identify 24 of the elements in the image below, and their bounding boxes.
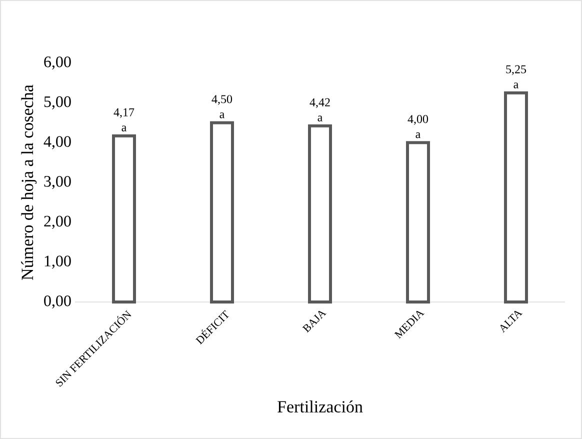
- x-axis-title: Fertilización: [278, 400, 363, 413]
- data-label: 4,17: [114, 108, 134, 118]
- y-tick-label: 2,00: [44, 216, 71, 229]
- data-label: 4,50: [212, 95, 232, 105]
- bar: [406, 141, 430, 304]
- annotation: a: [416, 132, 420, 138]
- annotation: a: [318, 116, 322, 122]
- y-tick-label: 4,00: [44, 136, 71, 150]
- annotation: a: [514, 82, 518, 88]
- data-label: 4,00: [408, 115, 428, 125]
- bar: [112, 134, 136, 304]
- bar: [210, 121, 234, 304]
- data-label: 5,25: [506, 65, 526, 76]
- y-tick-label: 6,00: [44, 56, 71, 70]
- annotation: a: [122, 126, 126, 132]
- y-tick-label: 3,00: [44, 176, 71, 190]
- annotation: a: [220, 112, 224, 118]
- bar: [308, 124, 332, 304]
- y-axis-title: Número de hoja a la cosecha: [21, 84, 37, 280]
- y-tick-label: 1,00: [44, 256, 71, 269]
- data-label: 4,42: [310, 98, 330, 108]
- bar: [504, 91, 528, 304]
- y-tick-label: 0,00: [44, 295, 71, 309]
- y-tick-label: 5,00: [44, 96, 71, 110]
